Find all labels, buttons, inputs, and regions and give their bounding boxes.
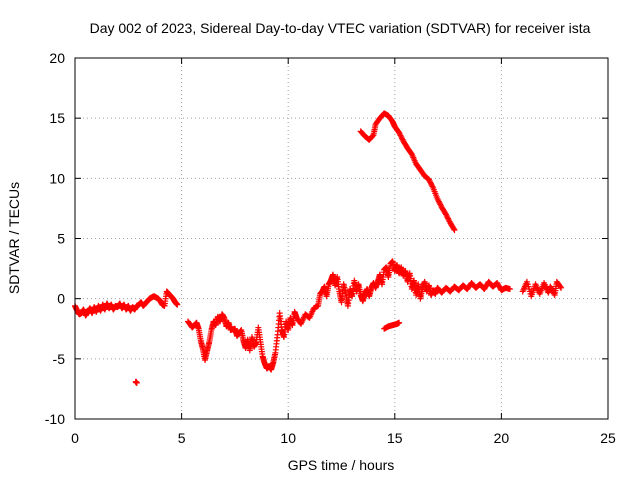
y-tick-label: 15 [49,110,65,126]
data-point [133,379,140,386]
y-tick-label: 20 [49,50,65,66]
plot-frame [74,57,609,420]
x-tick-label: 10 [280,430,296,446]
data-point [450,225,457,232]
data-point [506,286,513,293]
data-point [558,284,565,291]
tick-layer: 0 5 10 15 20 25 -10 -5 0 5 10 15 20 [45,50,616,446]
x-tick-label: 25 [600,430,616,446]
data-point [396,319,403,326]
data-point [369,132,376,139]
chart-title: Day 002 of 2023, Sidereal Day-to-day VTE… [90,20,591,36]
data-point [174,301,181,308]
x-tick-label: 5 [178,430,186,446]
x-tick-label: 15 [387,430,403,446]
y-tick-label: -5 [53,351,66,367]
y-tick-label: 0 [57,291,65,307]
x-tick-label: 0 [71,430,79,446]
grid-layer [75,58,608,419]
x-axis-label: GPS time / hours [288,457,395,473]
data-point [557,283,564,290]
y-tick-label: 5 [57,231,65,247]
y-tick-label: -10 [45,411,65,427]
data-points-layer [72,110,565,386]
y-axis-label: SDTVAR / TECUs [6,182,22,294]
y-tick-label: 10 [49,170,65,186]
data-point [451,227,458,234]
x-tick-label: 20 [494,430,510,446]
